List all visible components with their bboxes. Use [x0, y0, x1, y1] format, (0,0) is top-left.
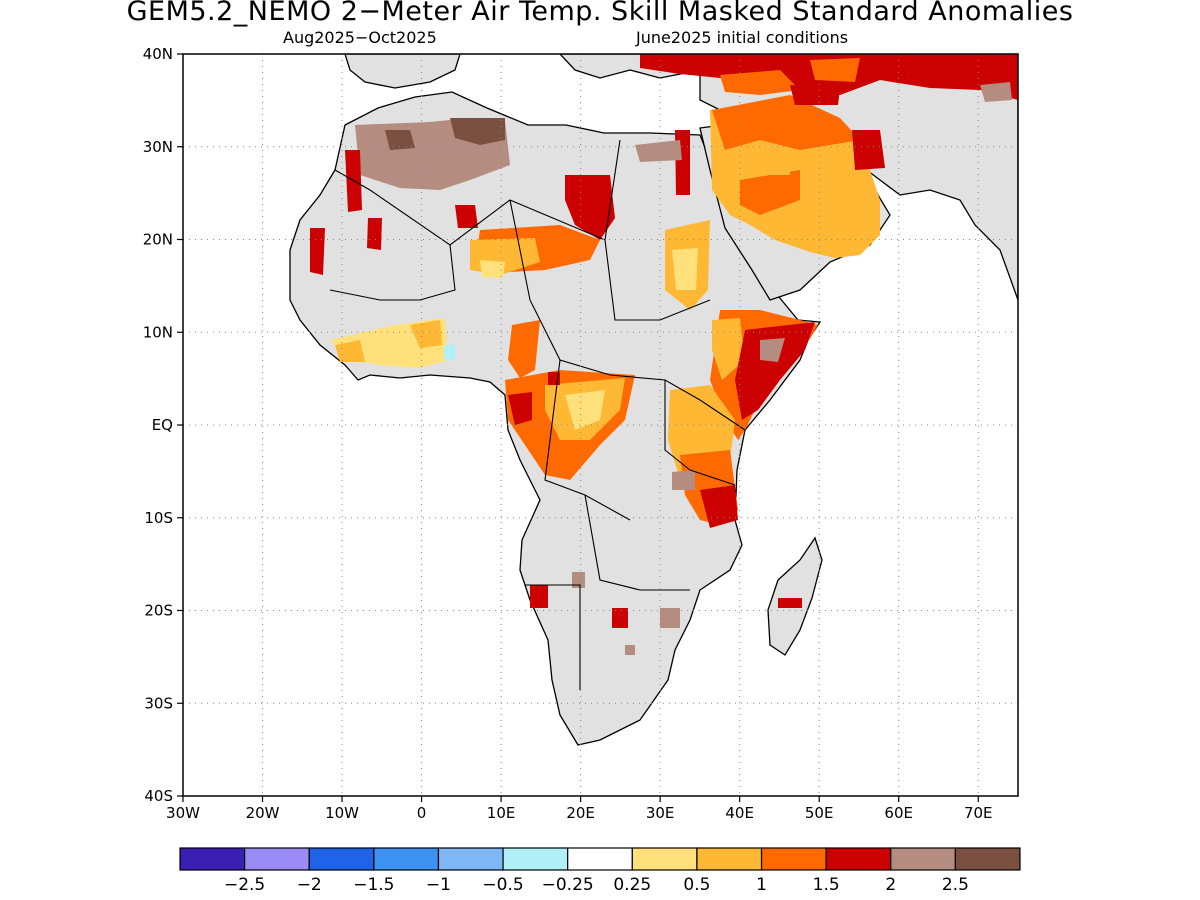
- colorbar-label: 0.25: [613, 875, 651, 895]
- lon-label: 60E: [884, 804, 913, 822]
- colorbar-swatch: [954, 847, 1021, 871]
- colorbar-swatch: [567, 847, 633, 871]
- lat-label: 30S: [144, 694, 173, 712]
- colorbar-label: 2: [885, 875, 896, 895]
- colorbar-swatch: [696, 847, 763, 871]
- lon-label: 40E: [725, 804, 754, 822]
- lon-label: 30E: [646, 804, 675, 822]
- colorbar-swatch: [631, 847, 698, 871]
- colorbar-swatch: [825, 847, 892, 871]
- colorbar-label: 1.5: [813, 875, 840, 895]
- colorbar-label: −1: [426, 875, 451, 895]
- colorbar-label: −0.25: [542, 875, 594, 895]
- lat-label: 40N: [143, 45, 173, 63]
- colorbar: −2.5 −2 −1.5 −1 −0.5 −0.25 0.25 0.5 1 1.5 2 2.5: [179, 847, 1021, 895]
- lon-label: 10E: [487, 804, 516, 822]
- colorbar-swatch: [179, 847, 246, 871]
- latitude-axis: 40N 30N 20N 10N EQ 10S 20S 30S 40S: [143, 45, 183, 805]
- lat-label: 10N: [143, 323, 173, 341]
- colorbar-swatch: [890, 847, 956, 871]
- lon-label: 10W: [325, 804, 359, 822]
- lat-label: 20S: [144, 602, 173, 620]
- colorbar-swatch: [760, 847, 827, 871]
- colorbar-swatch: [502, 847, 569, 871]
- colorbar-label: 1: [756, 875, 767, 895]
- chart-title: GEM5.2_NEMO 2−Meter Air Temp. Skill Mask…: [126, 0, 1074, 27]
- lon-label: 0: [417, 804, 427, 822]
- colorbar-label: −2: [297, 875, 322, 895]
- map-grid: [183, 54, 1018, 796]
- lon-label: 30W: [166, 804, 200, 822]
- colorbar-label: 0.5: [683, 875, 710, 895]
- colorbar-label: −2.5: [224, 875, 265, 895]
- colorbar-label: 2.5: [942, 875, 969, 895]
- season-label: Aug2025−Oct2025: [283, 28, 437, 47]
- colorbar-label: −1.5: [353, 875, 394, 895]
- anomaly-patches: [310, 54, 1018, 655]
- lat-label: EQ: [152, 416, 173, 434]
- lon-label: 20E: [566, 804, 595, 822]
- longitude-axis: 30W 20W 10W 0 10E 20E 30E 40E 50E 60E 70E: [166, 796, 993, 822]
- lat-label: 10S: [144, 509, 173, 527]
- lon-label: 70E: [964, 804, 993, 822]
- country-borders: [329, 139, 746, 690]
- madagascar-land: [767, 536, 823, 656]
- lat-label: 30N: [143, 138, 173, 156]
- lat-label: 20N: [143, 231, 173, 249]
- lon-label: 50E: [805, 804, 834, 822]
- colorbar-swatch: [308, 847, 375, 871]
- lat-label: 40S: [144, 787, 173, 805]
- colorbar-swatch: [437, 847, 504, 871]
- europe-land: [344, 54, 461, 89]
- colorbar-swatch: [244, 847, 310, 871]
- colorbar-swatch: [373, 847, 440, 871]
- lon-label: 20W: [246, 804, 280, 822]
- init-conditions-label: June2025 initial conditions: [636, 28, 849, 47]
- colorbar-label: −0.5: [482, 875, 523, 895]
